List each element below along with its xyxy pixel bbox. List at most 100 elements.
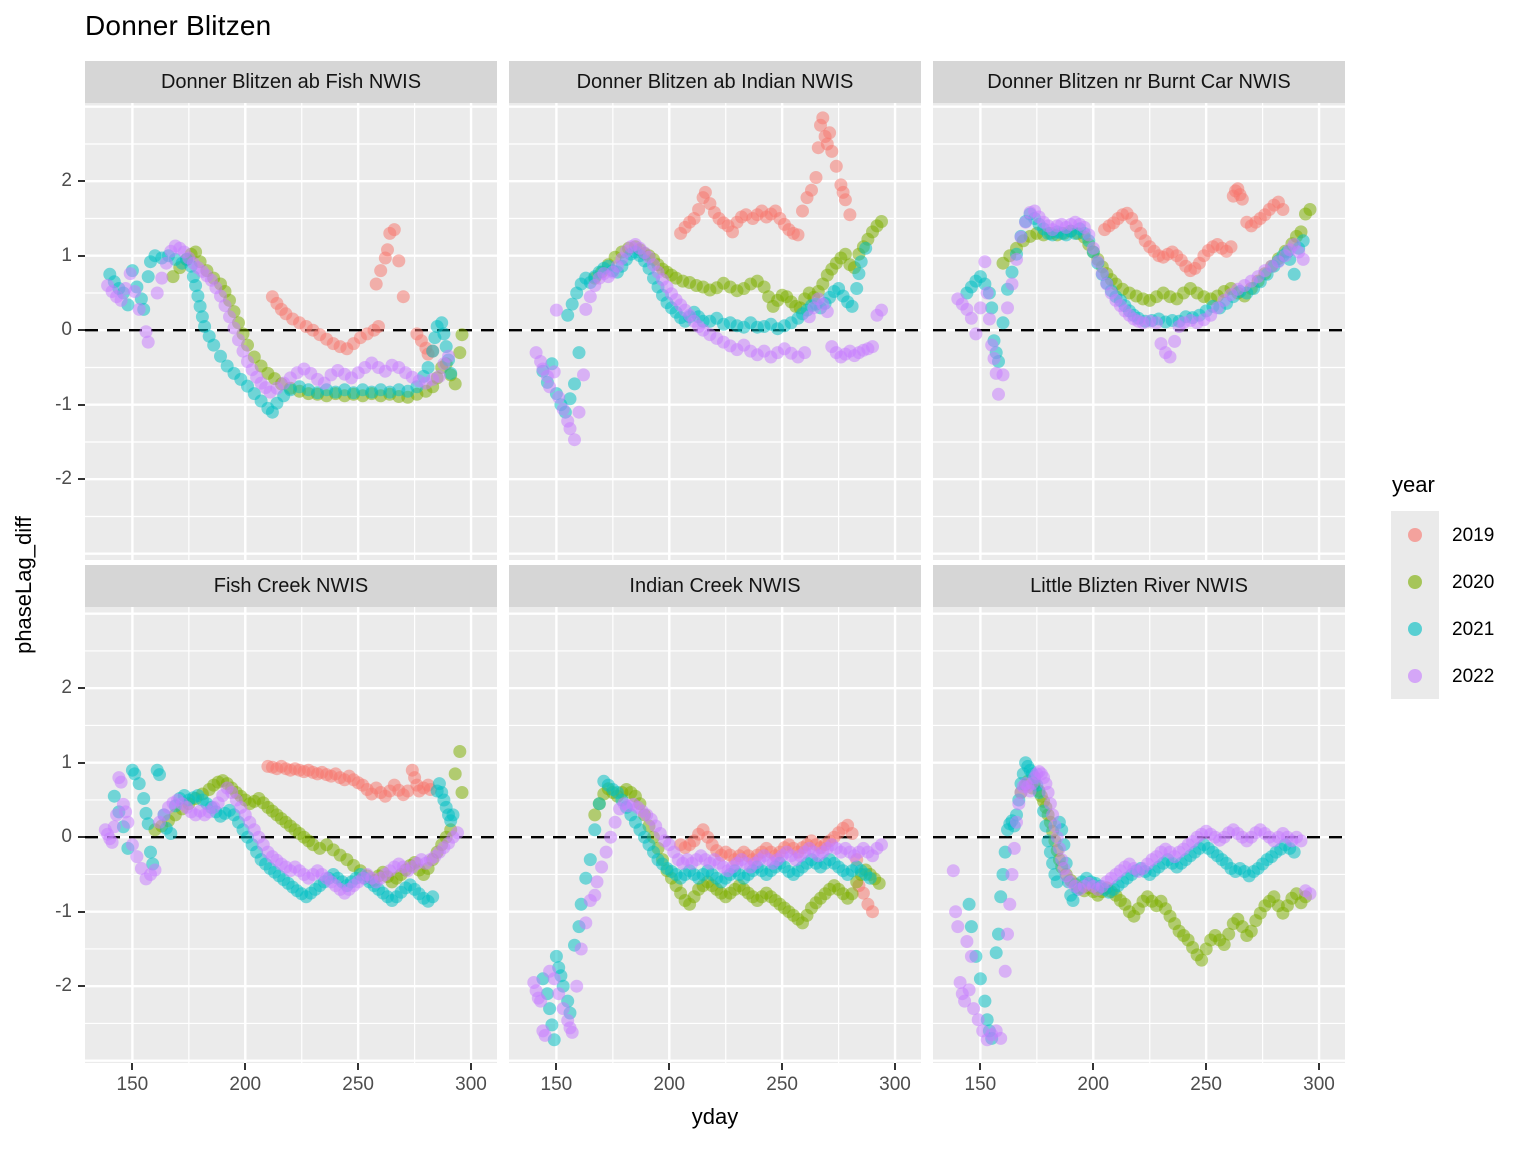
data-point-2022 [953,976,967,989]
data-point-2022 [442,349,455,363]
data-point-2022 [568,433,581,447]
data-point-2022 [1001,927,1014,941]
data-point-2022 [1294,834,1308,848]
data-point-2019 [1224,240,1238,254]
data-point-2021 [107,789,121,803]
data-point-2021 [421,361,435,374]
data-point-2022 [227,321,241,335]
data-point-2021 [549,949,563,963]
facet-strip-label: Donner Blitzen ab Fish NWIS [160,70,422,93]
data-point-2020 [448,377,462,391]
data-point-2022 [971,1013,985,1027]
y-axis-tick [78,254,85,257]
data-point-2019 [796,204,809,218]
x-axis-tick-label: 200 [1077,1074,1110,1095]
data-point-2022 [114,775,128,789]
data-point-2020 [1217,938,1231,951]
x-axis-tick [1205,1063,1208,1070]
data-point-2022 [139,325,153,339]
data-point-2020 [453,346,467,360]
data-point-2022 [556,1002,570,1016]
data-point-2021 [207,338,221,352]
x-axis-tick-label: 150 [540,1074,573,1095]
data-point-2022 [1046,808,1060,822]
data-point-2022 [1091,255,1105,269]
data-point-2021 [1039,819,1053,833]
data-point-2019 [805,183,818,197]
data-point-2020 [448,767,462,781]
facet-strip-label: Fish Creek NWIS [213,574,369,597]
x-axis-tick [668,1063,671,1070]
data-point-2021 [426,344,440,358]
legend-key-2022 [1408,669,1422,683]
data-point-2022 [538,1028,552,1042]
x-axis-tick-label: 150 [964,1074,997,1095]
facet-strip-label: Indian Creek NWIS [629,574,801,597]
data-point-2021 [153,768,166,782]
facet-strip-donner-blitzen-nr-burnt-car-nwis: Donner Blitzen nr Burnt Car NWIS [933,61,1345,103]
data-point-2021 [565,297,579,311]
y-axis-tick-label: 0 [61,319,72,341]
data-point-2022 [1019,215,1033,229]
data-point-2022 [583,290,597,304]
y-axis-tick [78,985,85,988]
x-axis-title: yday [691,1104,739,1129]
y-axis-tick-label: -1 [55,393,72,415]
data-point-2021 [992,927,1005,941]
data-point-2022 [985,338,999,352]
panel-indian-creek-nwis [509,607,921,1063]
data-point-2022 [1296,252,1310,266]
data-point-2022 [549,303,563,317]
y-axis-tick [78,836,85,839]
data-point-2019 [726,225,739,239]
data-point-2022 [608,815,622,829]
x-axis-tick-label: 300 [1303,1074,1335,1095]
data-point-2022 [951,920,965,934]
x-axis-tick [555,1063,558,1070]
data-point-2022 [996,368,1010,382]
data-point-2022 [552,390,566,404]
data-point-2021 [583,853,597,867]
data-point-2021 [128,767,142,781]
data-point-2020 [166,270,180,284]
data-point-2022 [994,1031,1008,1045]
data-point-2021 [568,377,581,391]
data-point-2022 [980,286,994,300]
data-point-2021 [435,316,449,330]
data-point-2022 [105,835,119,849]
data-point-2022 [1014,230,1028,244]
data-point-2022 [125,838,139,852]
data-point-2021 [144,845,157,859]
y-axis-tick [78,329,85,332]
data-point-2022 [107,820,121,834]
data-point-2022 [588,888,602,902]
facet-strip-indian-creek-nwis: Indian Creek NWIS [509,565,921,607]
data-point-2022 [432,369,446,383]
data-point-2019 [845,827,859,840]
panel-donner-blitzen-ab-indian-nwis [509,103,921,560]
legend-label-2020: 2020 [1452,572,1495,593]
data-point-2019 [387,223,401,237]
data-point-2019 [692,203,706,216]
data-point-2020 [455,786,469,799]
x-axis-tick-label: 200 [229,1074,262,1095]
data-point-2022 [1082,228,1096,242]
data-point-2019 [374,264,388,278]
y-axis-tick-label: -2 [55,975,72,997]
data-point-2022 [964,949,978,963]
data-point-2022 [964,311,978,325]
data-point-2022 [599,845,613,859]
data-point-2021 [561,308,575,322]
y-axis-tick [78,910,85,913]
facet-strip-little-blizten-river-nwis: Little Blizten River NWIS [933,565,1345,607]
data-point-2022 [565,1025,579,1039]
data-point-2021 [996,316,1010,330]
data-point-2021 [446,808,460,822]
data-point-2020 [453,745,467,758]
data-point-2022 [866,340,879,354]
data-point-2021 [439,340,453,354]
data-point-2022 [547,365,561,379]
data-point-2021 [1287,267,1301,281]
data-point-2022 [1005,868,1019,881]
